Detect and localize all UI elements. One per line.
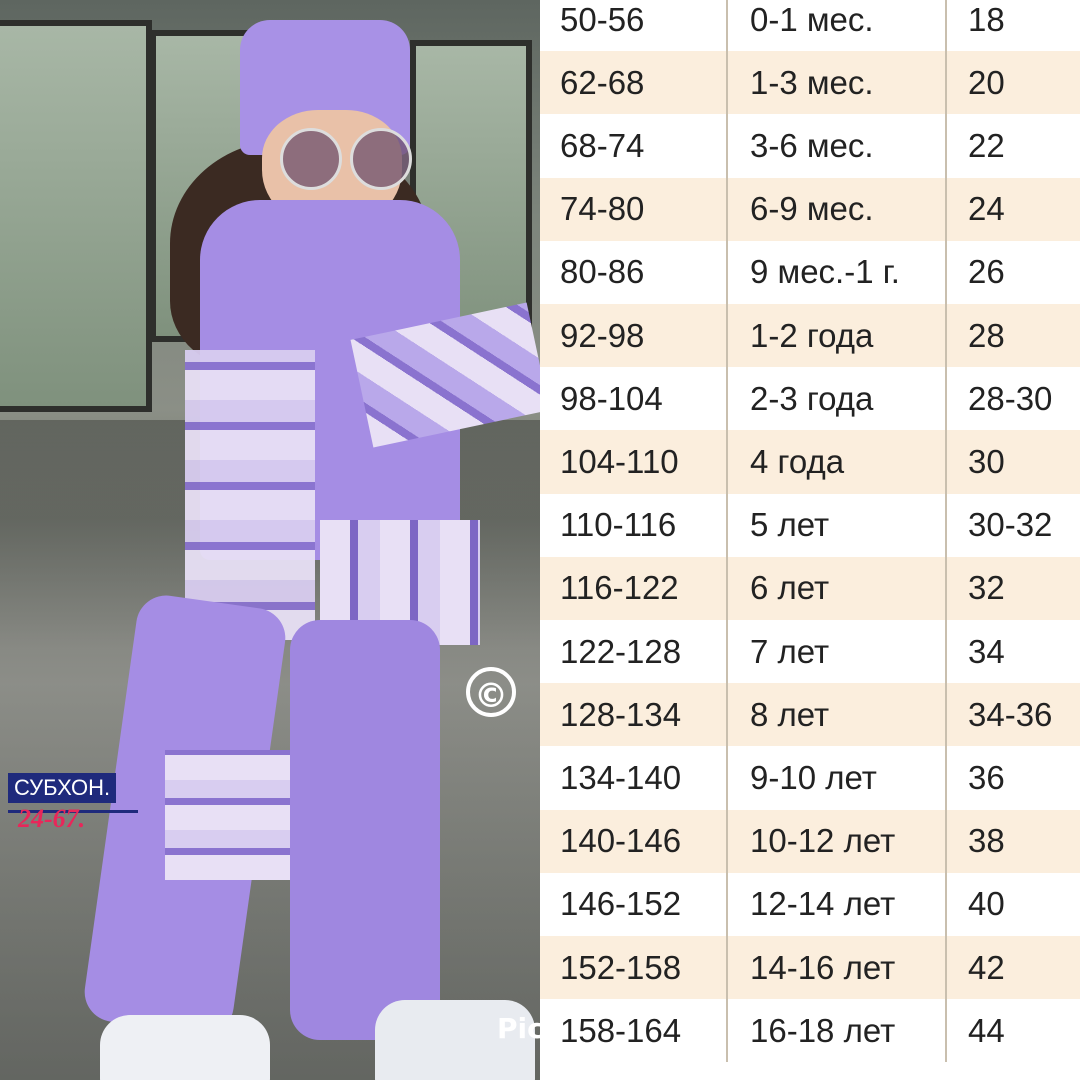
size-cell: 22: [968, 126, 1005, 164]
size-cell: 30: [968, 442, 1005, 480]
size-cell: 26: [968, 253, 1005, 291]
size-row: 146-152 12-14 лет 40: [540, 873, 1080, 936]
age-cell: 6 лет: [750, 569, 830, 607]
size-cell: 44: [968, 1011, 1005, 1049]
size-row: 74-80 6-9 мес. 24: [540, 177, 1080, 241]
height-cell: 92-98: [560, 316, 645, 354]
size-row: 140-146 10-12 лет 38: [540, 809, 1080, 873]
height-cell: 122-128: [560, 632, 682, 670]
age-cell: 2-3 года: [750, 379, 874, 417]
height-cell: 98-104: [560, 379, 663, 417]
column-divider: [945, 0, 947, 1062]
height-cell: 116-122: [560, 569, 679, 607]
size-cell: 24: [968, 190, 1005, 228]
size-row: 158-164 16-18 лет 44: [540, 999, 1080, 1062]
height-cell: 104-110: [560, 442, 679, 480]
size-row: 80-86 9 мес.-1 г. 26: [540, 241, 1080, 304]
plaid-shirt: [185, 350, 315, 640]
corner-watermark-text: Pic: [497, 1012, 540, 1045]
age-cell: 1-2 года: [750, 316, 874, 354]
size-row: 68-74 3-6 мес. 22: [540, 114, 1080, 177]
size-cell: 40: [968, 885, 1005, 923]
height-cell: 140-146: [560, 822, 682, 860]
height-cell: 62-68: [560, 63, 645, 101]
size-cell: 34-36: [968, 695, 1053, 733]
size-cell: 36: [968, 758, 1005, 796]
age-cell: 4 года: [750, 442, 845, 480]
age-cell: 7 лет: [750, 632, 830, 670]
age-cell: 8 лет: [750, 695, 830, 733]
copyright-icon: ©: [466, 667, 516, 717]
size-row: 152-158 14-16 лет 42: [540, 936, 1080, 1000]
sunglasses-lens: [280, 128, 342, 190]
height-cell: 146-152: [560, 885, 682, 923]
size-cell: 42: [968, 948, 1005, 986]
size-row: 128-134 8 лет 34-36: [540, 683, 1080, 747]
height-cell: 50-56: [560, 0, 645, 38]
height-cell: 152-158: [560, 948, 682, 986]
size-table: 158-164 16-18 лет 44 152-158 14-16 лет 42 146-…: [540, 0, 1080, 1062]
size-cell: 18: [968, 0, 1005, 38]
pants-leg: [290, 620, 440, 1040]
size-cell: 28-30: [968, 379, 1053, 417]
age-cell: 9 мес.-1 г.: [750, 253, 900, 291]
height-cell: 80-86: [560, 253, 645, 291]
size-row: 116-122 6 лет 32: [540, 556, 1080, 620]
watermark-underline: [8, 810, 138, 813]
age-cell: 5 лет: [750, 506, 830, 544]
age-cell: 6-9 мес.: [750, 190, 874, 228]
height-cell: 128-134: [560, 695, 682, 733]
size-row: 110-116 5 лет 30-32: [540, 494, 1080, 557]
height-cell: 134-140: [560, 758, 682, 796]
watermark-name: СУБХОН.: [8, 773, 117, 803]
sunglasses-lens: [350, 128, 412, 190]
size-cell: 28: [968, 316, 1005, 354]
size-row: 62-68 1-3 мес. 20: [540, 51, 1080, 115]
age-cell: 9-10 лет: [750, 758, 877, 796]
sneaker: [375, 1000, 535, 1080]
watermark-number: 24-67.: [18, 804, 86, 833]
age-cell: 10-12 лет: [750, 822, 896, 860]
age-cell: 0-1 мес.: [750, 0, 874, 38]
age-cell: 12-14 лет: [750, 885, 896, 923]
age-cell: 14-16 лет: [750, 948, 896, 986]
height-cell: 158-164: [560, 1011, 682, 1049]
size-cell: 32: [968, 569, 1005, 607]
age-cell: 1-3 мес.: [750, 63, 874, 101]
height-cell: 68-74: [560, 126, 645, 164]
size-cell: 20: [968, 63, 1005, 101]
window-background: [0, 20, 152, 412]
size-row: 50-56 0-1 мес. 18: [540, 0, 1080, 51]
size-row: 122-128 7 лет 34: [540, 620, 1080, 683]
product-photo: СУБХОН. 24-67. © Pic: [0, 0, 540, 1080]
size-row: 92-98 1-2 года 28: [540, 304, 1080, 368]
height-cell: 110-116: [560, 506, 677, 544]
size-row: 98-104 2-3 года 28-30: [540, 367, 1080, 430]
height-cell: 74-80: [560, 190, 645, 228]
size-row: 134-140 9-10 лет 36: [540, 746, 1080, 809]
age-cell: 16-18 лет: [750, 1011, 896, 1049]
size-cell: 30-32: [968, 506, 1053, 544]
size-cell: 34: [968, 632, 1005, 670]
size-row: 104-110 4 года 30: [540, 430, 1080, 494]
sneaker: [100, 1015, 270, 1080]
size-cell: 38: [968, 822, 1005, 860]
age-cell: 3-6 мес.: [750, 126, 874, 164]
cargo-pocket: [165, 750, 290, 880]
column-divider: [726, 0, 728, 1062]
